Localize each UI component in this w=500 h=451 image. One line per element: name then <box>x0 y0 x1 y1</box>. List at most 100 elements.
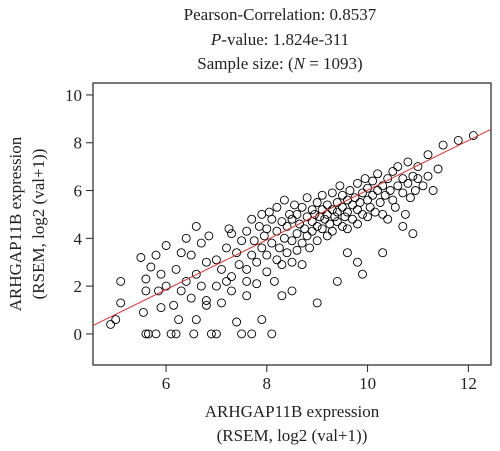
data-point <box>211 329 221 339</box>
data-point <box>327 226 337 236</box>
data-point <box>368 190 378 200</box>
data-point <box>385 186 395 195</box>
data-point <box>405 193 415 203</box>
data-point <box>242 291 252 301</box>
data-point <box>186 250 196 260</box>
data-point <box>151 329 161 339</box>
x-tick-label: 12 <box>460 374 477 393</box>
data-point <box>383 214 393 224</box>
data-point <box>206 329 216 339</box>
data-point <box>176 286 186 296</box>
y-axis-label-line2: (RSEM, log2 (val+1)) <box>29 149 48 300</box>
data-point <box>305 243 315 253</box>
data-point <box>151 250 161 260</box>
data-point <box>269 276 279 286</box>
data-point <box>302 231 312 241</box>
data-point <box>438 140 448 150</box>
data-point <box>222 276 231 286</box>
data-point <box>398 174 408 184</box>
data-point <box>262 250 272 260</box>
data-point <box>189 329 199 339</box>
data-point <box>350 193 360 203</box>
data-point <box>390 202 400 212</box>
data-point <box>403 157 413 167</box>
data-point <box>247 250 257 260</box>
data-point <box>360 174 370 184</box>
data-point <box>408 171 418 181</box>
data-point <box>279 233 289 243</box>
y-axis-label-line1: ARHGAP11B expression <box>6 136 25 311</box>
data-point <box>141 286 151 296</box>
data-point <box>348 214 357 224</box>
data-point <box>277 260 287 270</box>
data-point <box>111 315 121 325</box>
y-tick-label: 8 <box>74 134 83 153</box>
x-tick-label: 10 <box>359 374 376 393</box>
data-point <box>292 229 302 239</box>
data-point <box>317 205 327 215</box>
data-point <box>279 195 289 205</box>
data-point <box>242 226 252 236</box>
data-point <box>403 178 413 188</box>
data-point <box>398 188 408 198</box>
data-point <box>297 202 307 212</box>
x-tick-label: 6 <box>162 374 171 393</box>
data-point <box>161 241 171 250</box>
data-point <box>423 171 433 181</box>
y-tick-label: 6 <box>74 182 83 201</box>
data-point <box>174 315 184 325</box>
data-point <box>217 298 226 308</box>
data-point <box>267 238 277 248</box>
data-point <box>410 186 420 195</box>
data-point <box>378 209 388 219</box>
data-point <box>141 274 151 284</box>
data-point <box>337 190 347 200</box>
data-point <box>297 260 307 270</box>
data-point <box>413 162 423 172</box>
data-point <box>353 257 362 267</box>
data-point <box>191 269 201 279</box>
y-tick-label: 2 <box>74 277 83 296</box>
data-point <box>196 281 206 291</box>
points-layer <box>106 131 478 339</box>
data-point <box>201 257 211 267</box>
data-point <box>227 286 236 296</box>
data-point <box>413 174 423 184</box>
sample-size-symbol: N <box>293 54 307 73</box>
data-point <box>136 253 146 262</box>
sample-size-prefix: Sample size: ( <box>197 54 294 73</box>
data-point <box>378 248 388 258</box>
y-axis-ticks: 0 2 4 6 8 10 <box>65 86 93 344</box>
data-point <box>317 224 327 234</box>
data-point <box>237 236 247 246</box>
pvalue-text: P-value: 1.824e-311 <box>210 30 349 49</box>
data-point <box>320 214 330 224</box>
x-axis-label-line1: ARHGAP11B expression <box>205 402 380 421</box>
data-point <box>322 200 332 210</box>
data-point <box>398 221 408 231</box>
data-point <box>237 329 247 339</box>
data-point <box>292 245 302 255</box>
data-point <box>378 181 388 191</box>
data-point <box>262 224 272 234</box>
data-point <box>161 281 171 291</box>
data-point <box>181 233 191 243</box>
data-point <box>307 226 317 236</box>
x-axis-ticks: 6 8 10 12 <box>162 365 477 393</box>
data-point <box>257 243 267 253</box>
data-point <box>282 221 292 231</box>
data-point <box>428 186 438 195</box>
data-point <box>317 190 327 200</box>
data-point <box>302 193 312 203</box>
data-point <box>232 248 242 258</box>
data-point <box>342 248 352 258</box>
data-point <box>370 207 380 217</box>
data-point <box>277 217 287 227</box>
data-point <box>312 198 322 207</box>
data-point <box>322 231 332 241</box>
data-point <box>211 255 221 265</box>
data-point <box>254 221 264 231</box>
data-point <box>116 276 126 286</box>
data-point <box>249 236 259 246</box>
